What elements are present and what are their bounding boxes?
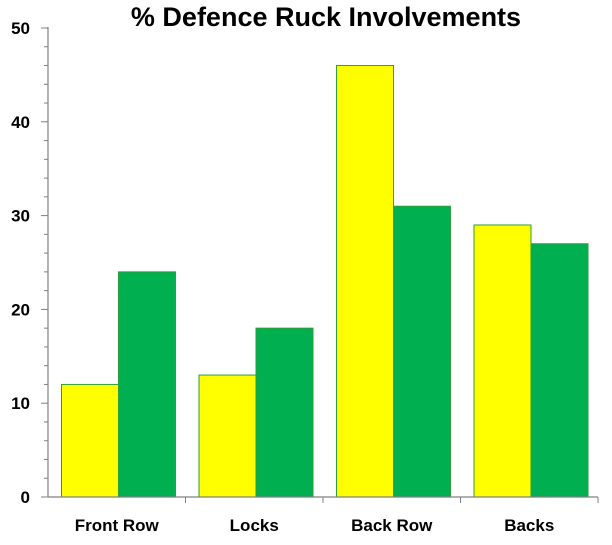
y-tick-label: 0	[21, 488, 30, 507]
bar	[393, 205, 451, 498]
bar	[473, 224, 532, 498]
bar	[118, 271, 176, 498]
chart-title: % Defence Ruck Involvements	[130, 2, 522, 32]
x-category-label: Locks	[230, 516, 279, 535]
y-tick-label: 30	[11, 207, 30, 226]
x-category-label: Back Row	[351, 516, 433, 535]
y-tick-label: 20	[11, 300, 30, 319]
y-tick-label: 40	[11, 113, 30, 132]
bar	[198, 374, 257, 498]
y-tick-label: 50	[11, 19, 30, 38]
x-category-label: Backs	[504, 516, 554, 535]
bar	[336, 65, 394, 498]
y-tick-label: 10	[11, 394, 30, 413]
bar	[61, 383, 119, 498]
bar	[530, 243, 589, 498]
bar	[255, 327, 314, 498]
x-category-label: Front Row	[75, 516, 160, 535]
